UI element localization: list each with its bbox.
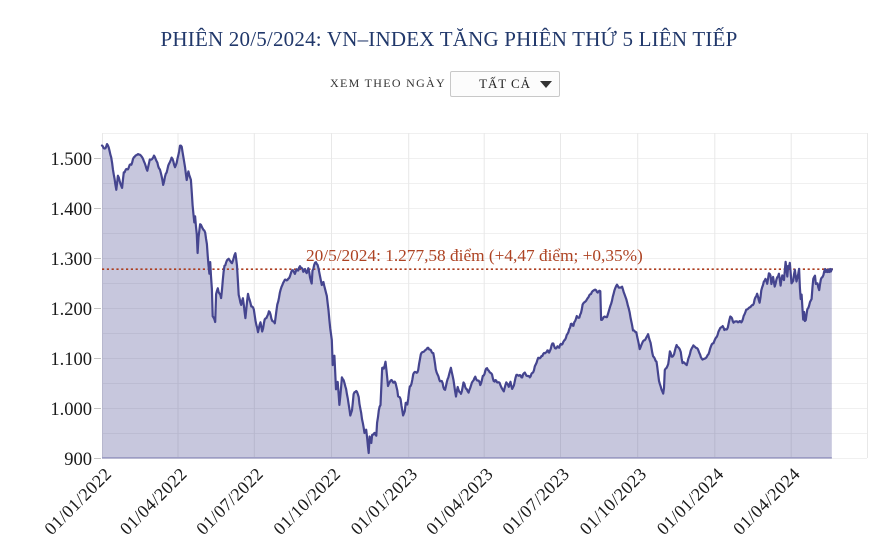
svg-text:01/04/2024: 01/04/2024 bbox=[729, 464, 804, 539]
svg-text:20/5/2024: 1.277,58 điểm (+4,4: 20/5/2024: 1.277,58 điểm (+4,47 điểm; +0… bbox=[306, 246, 643, 265]
svg-text:01/01/2022: 01/01/2022 bbox=[40, 464, 115, 539]
svg-text:1.300: 1.300 bbox=[50, 250, 92, 270]
svg-text:01/01/2024: 01/01/2024 bbox=[653, 464, 728, 539]
svg-text:01/01/2023: 01/01/2023 bbox=[347, 464, 422, 539]
svg-text:01/10/2023: 01/10/2023 bbox=[576, 464, 651, 539]
svg-text:1.100: 1.100 bbox=[50, 350, 92, 370]
svg-text:01/07/2022: 01/07/2022 bbox=[192, 464, 267, 539]
svg-text:1.500: 1.500 bbox=[50, 150, 92, 170]
svg-text:01/04/2023: 01/04/2023 bbox=[422, 464, 497, 539]
svg-text:1.200: 1.200 bbox=[50, 300, 92, 320]
svg-text:1.400: 1.400 bbox=[50, 200, 92, 220]
svg-text:01/10/2022: 01/10/2022 bbox=[269, 464, 344, 539]
svg-text:01/04/2022: 01/04/2022 bbox=[116, 464, 191, 539]
svg-text:01/07/2023: 01/07/2023 bbox=[498, 464, 573, 539]
svg-text:1.000: 1.000 bbox=[50, 400, 92, 420]
svg-text:900: 900 bbox=[64, 450, 92, 470]
